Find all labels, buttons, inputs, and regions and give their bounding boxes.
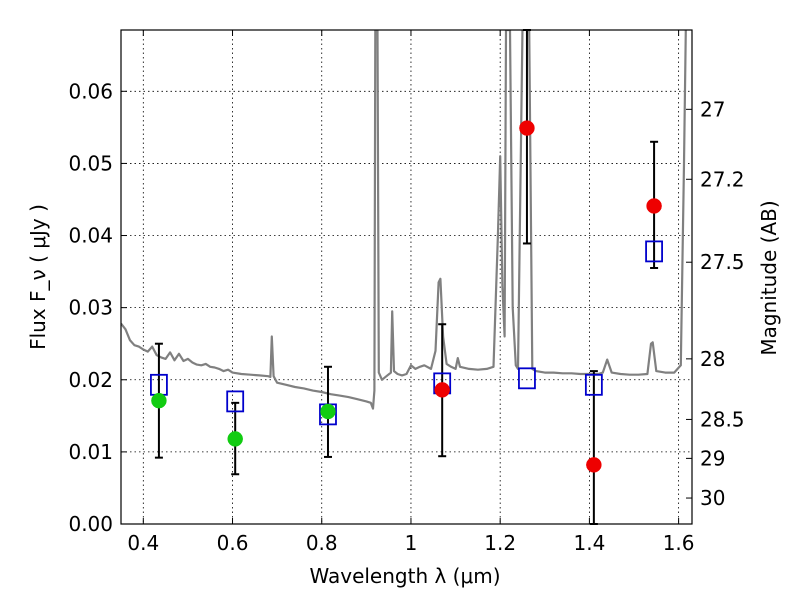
observed-green-circle-marker — [227, 431, 243, 447]
observed-red-circle-marker — [519, 120, 535, 136]
y-tick-label: 0.00 — [68, 512, 113, 536]
right-tick-label: 27.2 — [700, 167, 745, 191]
y-tick-label: 0.02 — [68, 368, 113, 392]
y-axis-label: Flux F_ν ( μJy ) — [26, 204, 50, 350]
right-tick-label: 29 — [700, 446, 725, 470]
right-tick-label: 27.5 — [700, 250, 745, 274]
axis-ticks: 0.4 0.6 0.8 1 1.2 1.4 1.6 0.00 0.01 0.02 0.03 0.04 0… — [68, 30, 745, 555]
observed-red-circle-marker — [646, 198, 662, 214]
x-tick-label: 1 — [405, 531, 418, 555]
right-tick-label: 28.5 — [700, 407, 745, 431]
observed-green-circle-marker — [151, 392, 167, 409]
observed-green-circle-marker — [320, 403, 336, 420]
right-tick-label: 30 — [700, 486, 725, 510]
model-spectrum-layer — [121, 30, 687, 410]
observed-red-circle-marker — [434, 382, 450, 398]
model-synthetic-square-marker — [645, 240, 663, 263]
x-tick-label: 1.2 — [484, 531, 516, 555]
model-synthetic-square-marker — [584, 373, 603, 396]
model-spectrum-line — [121, 30, 687, 410]
model-synthetic-square-marker — [226, 390, 245, 413]
x-axis-label: Wavelength λ (μm) — [309, 564, 500, 588]
y-tick-label: 0.01 — [68, 440, 113, 464]
error-bars — [154, 29, 659, 525]
right-tick-label: 28 — [700, 347, 725, 371]
x-tick-label: 1.4 — [573, 531, 605, 555]
y-tick-label: 0.06 — [68, 79, 113, 103]
right-tick-label: 27 — [700, 97, 725, 121]
data-markers — [150, 120, 663, 473]
grid — [121, 30, 692, 525]
plot-frame — [120, 29, 693, 525]
y-tick-label: 0.04 — [68, 224, 113, 248]
observed-red-circle-marker — [586, 457, 602, 473]
x-tick-label: 1.6 — [663, 531, 695, 555]
y-tick-label: 0.05 — [68, 151, 113, 175]
right-axis-label: Magnitude (AB) — [757, 200, 781, 355]
x-tick-label: 0.8 — [306, 531, 338, 555]
x-tick-label: 0.4 — [127, 531, 159, 555]
x-tick-label: 0.6 — [217, 531, 249, 555]
y-tick-label: 0.03 — [68, 296, 113, 320]
model-synthetic-square-marker — [518, 367, 536, 390]
